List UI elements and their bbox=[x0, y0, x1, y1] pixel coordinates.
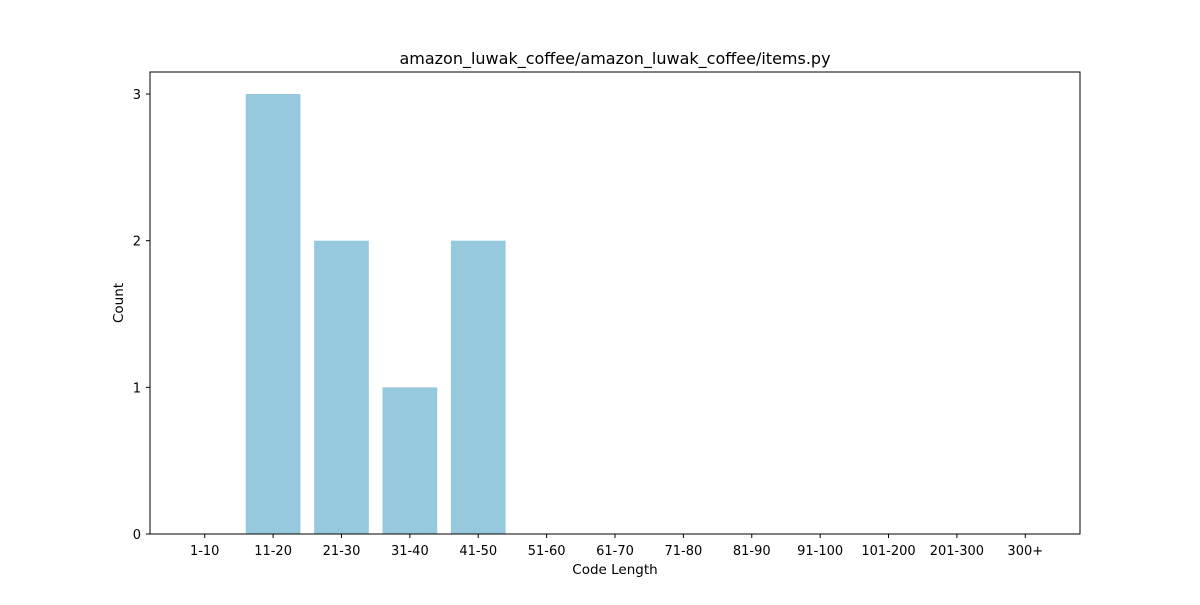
x-tick-label: 91-100 bbox=[797, 544, 843, 559]
x-tick-label: 1-10 bbox=[190, 544, 220, 559]
y-tick-label: 0 bbox=[133, 528, 141, 543]
bars bbox=[245, 94, 506, 534]
bar-31-40 bbox=[382, 387, 438, 534]
bar-41-50 bbox=[450, 240, 506, 534]
x-tick-label: 41-50 bbox=[459, 544, 497, 559]
y-axis-label: Count bbox=[111, 283, 127, 323]
plot-frame bbox=[149, 71, 1081, 535]
x-tick-label: 21-30 bbox=[323, 544, 361, 559]
bar-21-30 bbox=[314, 240, 369, 534]
y-tick-label: 1 bbox=[133, 381, 141, 396]
x-tick-label: 101-200 bbox=[861, 544, 915, 559]
bar-11-20 bbox=[245, 94, 301, 534]
y-tick-label: 2 bbox=[133, 235, 141, 250]
x-axis-label: Code Length bbox=[572, 562, 657, 578]
x-tick-label: 201-300 bbox=[930, 544, 984, 559]
x-tick-label: 51-60 bbox=[528, 544, 566, 559]
x-axis-ticks: 1-10 11-20 21-30 31-40 41-50 51-60 61-70 71-80 8… bbox=[190, 534, 1043, 559]
y-tick-label: 3 bbox=[133, 88, 141, 103]
x-tick-label: 11-20 bbox=[254, 544, 292, 559]
x-tick-label: 71-80 bbox=[664, 544, 702, 559]
x-tick-label: 31-40 bbox=[391, 544, 429, 559]
x-tick-label: 61-70 bbox=[596, 544, 634, 559]
x-tick-label: 300+ bbox=[1007, 544, 1043, 559]
x-tick-label: 81-90 bbox=[733, 544, 771, 559]
chart-title: amazon_luwak_coffee/amazon_luwak_coffee/… bbox=[399, 49, 830, 69]
y-axis-ticks: 0 1 2 3 bbox=[133, 88, 150, 543]
